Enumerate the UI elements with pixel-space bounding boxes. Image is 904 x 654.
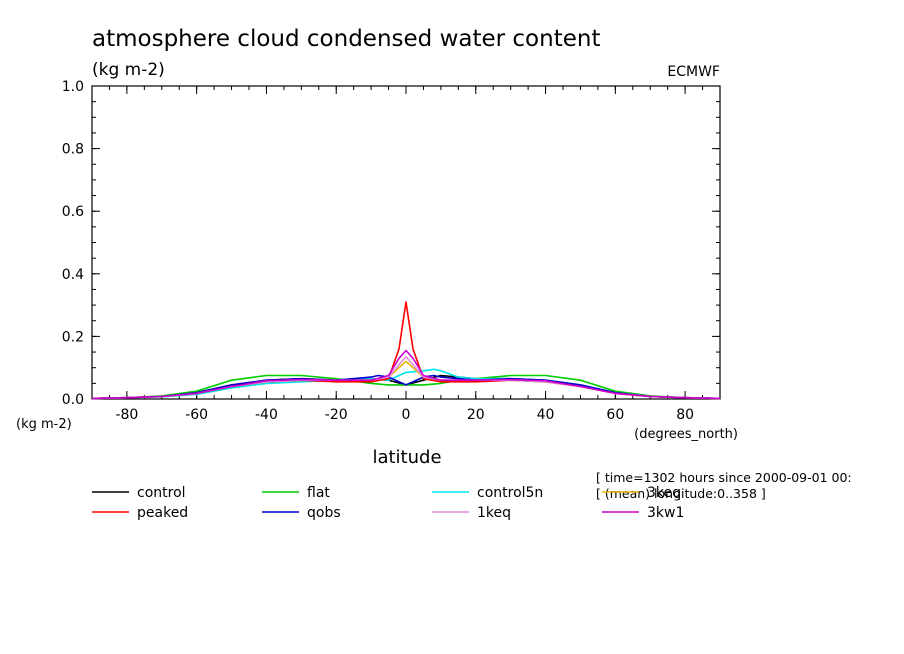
y-axis-unit-label: (kg m-2) [92, 60, 165, 80]
x-axis-unit-label: (degrees_north) [634, 427, 738, 442]
x-tick-label: -80 [115, 407, 138, 423]
legend-label-3keq: 3keq [647, 485, 681, 501]
series-line-qobs [91, 374, 721, 400]
x-tick-label: 40 [537, 407, 555, 423]
y-tick-label: 1.0 [62, 79, 84, 95]
legend-label-1keq: 1keq [477, 505, 511, 521]
legend-label-control5n: control5n [477, 485, 543, 501]
x-tick-label: 20 [467, 407, 485, 423]
series-line-3kw1 [91, 349, 721, 400]
legend-label-qobs: qobs [307, 505, 341, 521]
legend-label-flat: flat [307, 485, 330, 501]
y-tick-label: 0.8 [62, 142, 84, 158]
x-axis-label: latitude [372, 447, 441, 468]
series-line-flat [91, 374, 721, 400]
legend-label-peaked: peaked [137, 505, 188, 521]
info-line-longitude: [ (mean) longitude:0..358 ] [596, 486, 766, 501]
legend: control flat control5n 3keq peaked qobs 1keq 3k… [92, 485, 684, 521]
y-axis-unit-bottom-label: (kg m-2) [16, 417, 72, 432]
x-tick-label: 80 [676, 407, 694, 423]
legend-label-3kw1: 3kw1 [647, 505, 684, 521]
y-tick-label: 0.2 [62, 329, 84, 345]
series-lines [91, 301, 721, 400]
x-tick-label: 0 [402, 407, 411, 423]
x-tick-label: -20 [325, 407, 348, 423]
info-line-time: [ time=1302 hours since 2000-09-01 00: [596, 470, 852, 485]
source-label: ECMWF [667, 64, 720, 80]
y-tick-label: 0.4 [62, 267, 84, 283]
legend-label-control: control [137, 485, 186, 501]
x-tick-label: -60 [185, 407, 208, 423]
plot-frame [91, 85, 721, 400]
chart-title: atmosphere cloud condensed water content [92, 26, 600, 52]
y-tick-label: 0.6 [62, 204, 84, 220]
x-tick-label: 60 [606, 407, 624, 423]
x-tick-label: -40 [255, 407, 278, 423]
y-tick-label: 0.0 [62, 392, 84, 408]
plot-axes: -80 -60 -40 -20 0 20 40 60 80 0.0 0.2 0.4 0.6 0.8 1.0 [62, 79, 721, 423]
